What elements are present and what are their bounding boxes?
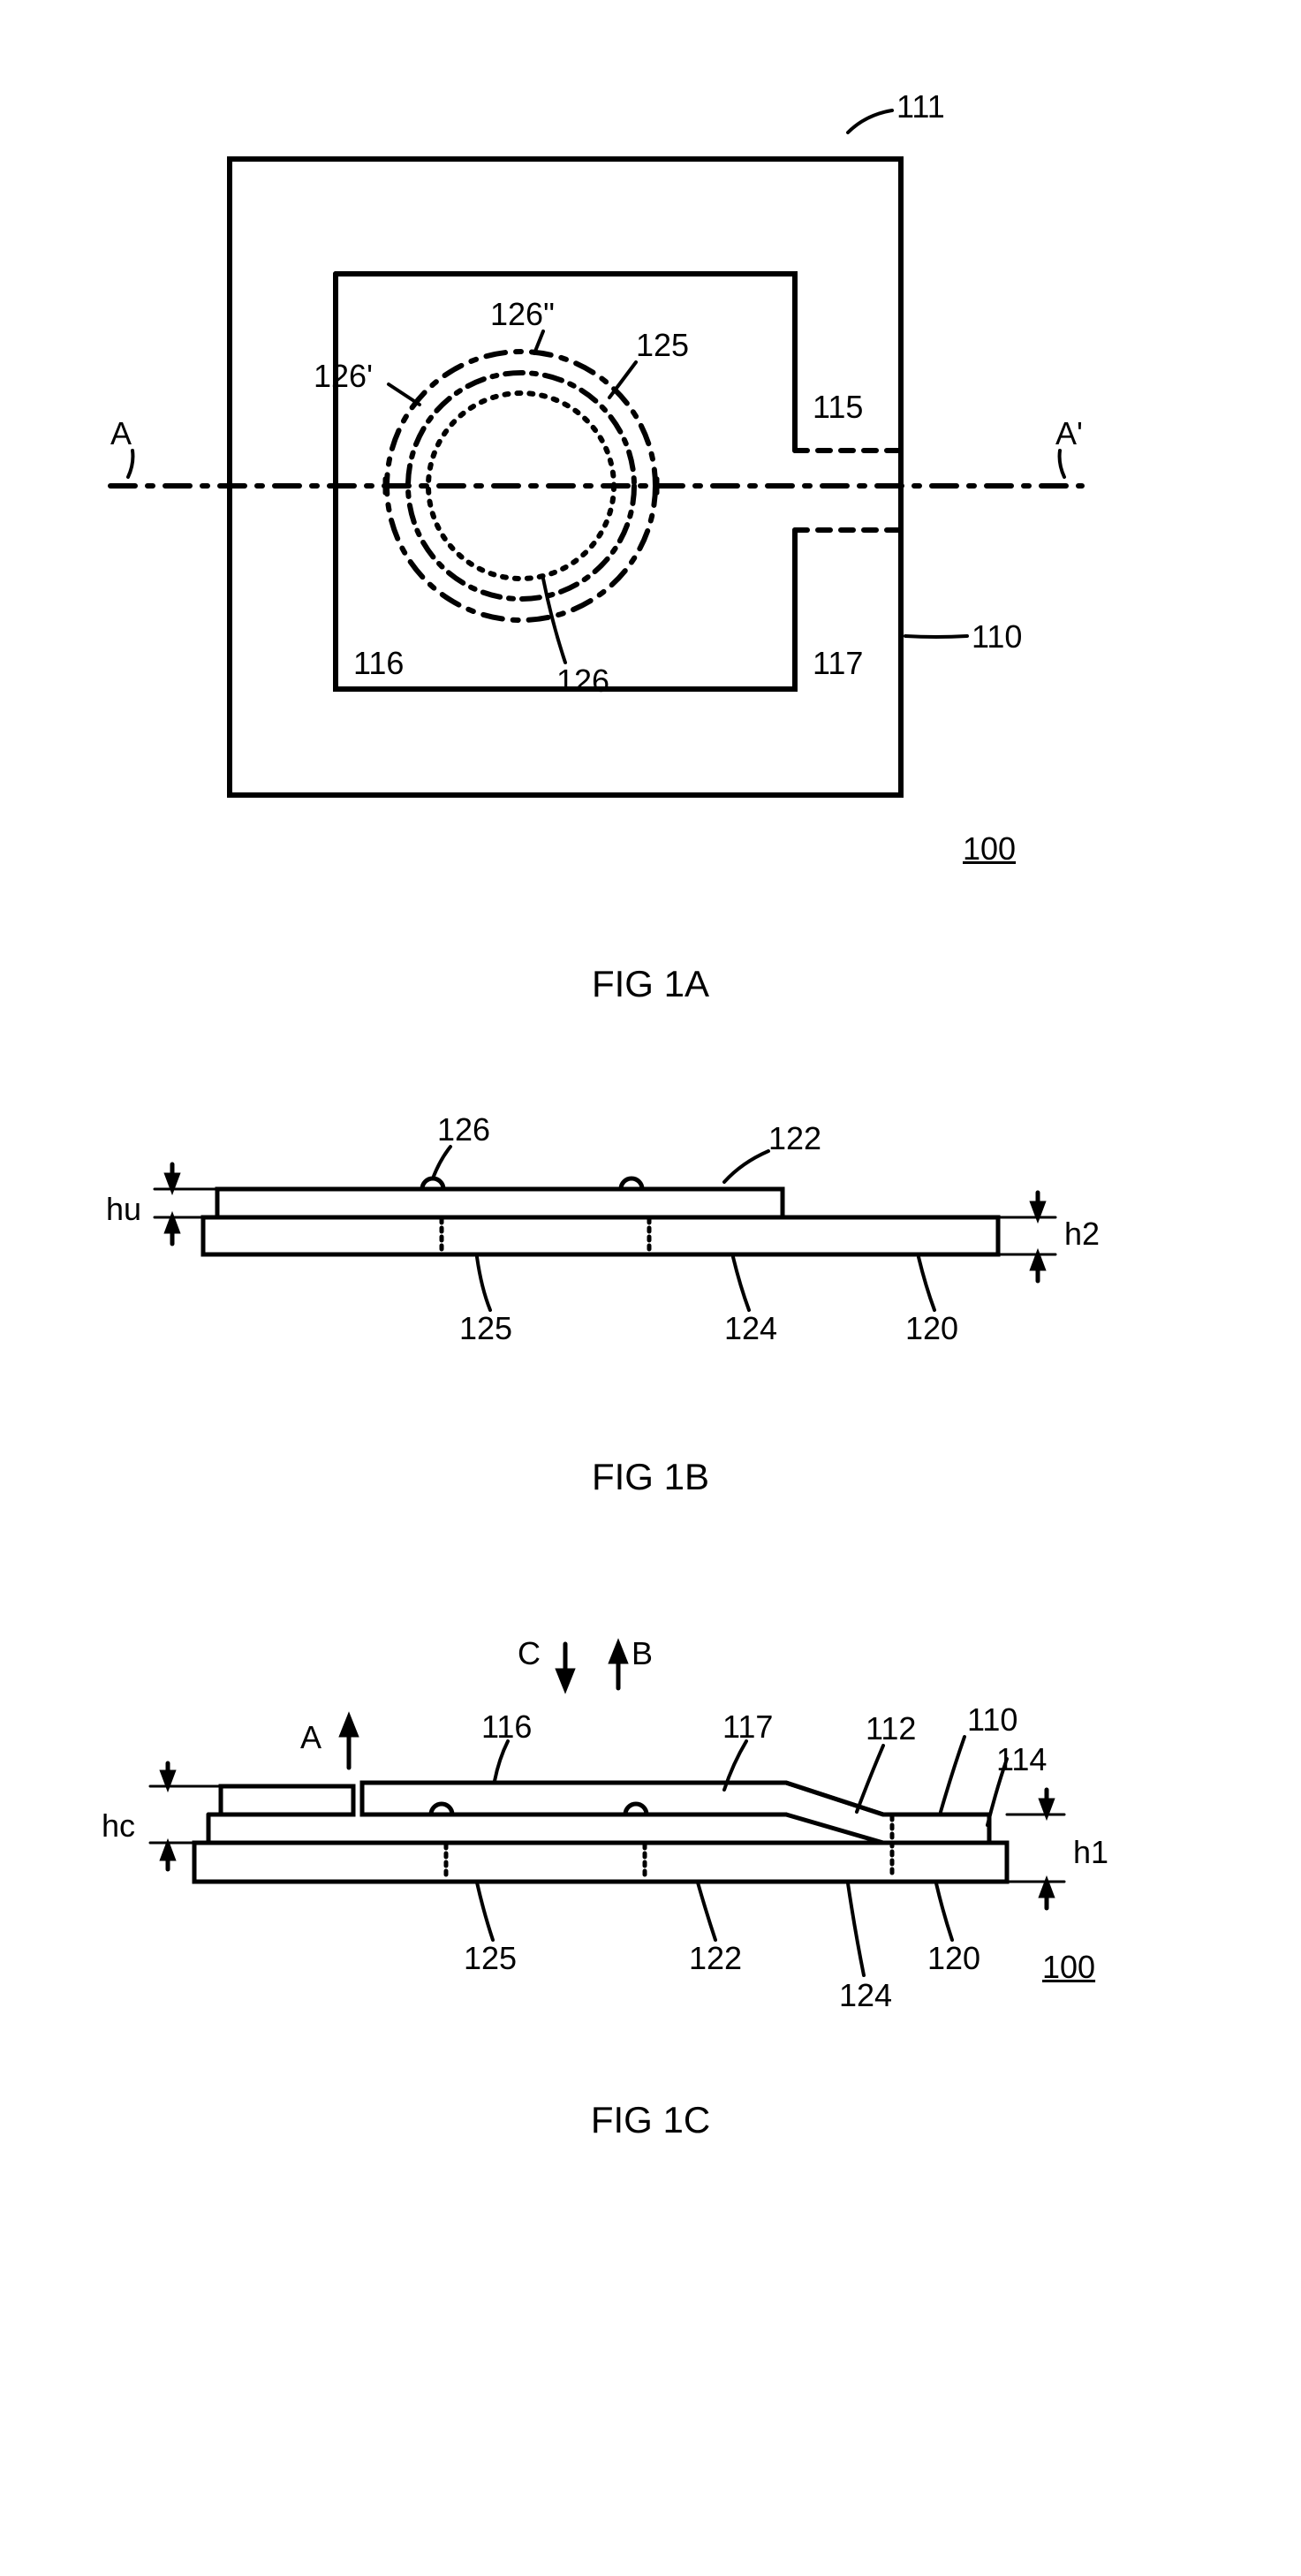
label-hc: hc [102,1807,135,1845]
inner-frame-top [336,274,795,451]
label-110c: 110 [967,1701,1017,1739]
leader-111 [848,110,892,133]
fig-1c: hc h1 A C B 116 117 112 110 114 125 122 … [0,1613,1301,2072]
leader-126p [389,384,420,405]
label-125c: 125 [464,1940,517,1977]
label-124: 124 [724,1310,777,1347]
label-112c: 112 [866,1710,916,1747]
fig-1a-svg [0,35,1301,936]
label-hu: hu [106,1191,141,1228]
label-120: 120 [905,1310,958,1347]
label-126: 126 [556,663,609,700]
label-122: 122 [768,1120,821,1157]
base-slab-c [194,1843,1007,1882]
base-slab [203,1217,998,1254]
fig-1b-svg [0,1111,1301,1429]
label-126p: 126' [314,358,373,395]
label-116: 116 [353,645,404,682]
label-100c: 100 [1042,1949,1095,1986]
label-117c: 117 [722,1708,773,1746]
label-126pp: 126" [490,296,555,333]
label-h2: h2 [1064,1216,1100,1253]
fig1b-caption: FIG 1B [0,1456,1301,1498]
inner-frame-bottom [336,274,795,689]
label-125: 125 [636,327,689,364]
label-124c: 124 [839,1977,892,2014]
label-120c: 120 [927,1940,980,1977]
label-100: 100 [963,830,1016,868]
label-117: 117 [813,645,863,682]
fig1a-caption: FIG 1A [0,963,1301,1005]
label-Ac: A [300,1719,321,1756]
label-116c: 116 [481,1708,532,1746]
label-125: 125 [459,1310,512,1347]
label-Bc: B [632,1635,653,1672]
label-115: 115 [813,389,863,426]
fig-1a: A A' 111 110 115 117 116 125 126 126' 12… [0,35,1301,936]
label-126: 126 [437,1111,490,1148]
label-122c: 122 [689,1940,742,1977]
label-Cc: C [518,1635,541,1672]
outer-frame [230,159,901,795]
label-114c: 114 [996,1741,1047,1778]
fig-1b: hu h2 126 122 125 124 120 [0,1111,1301,1429]
label-h1: h1 [1073,1834,1108,1871]
top-slab [217,1189,783,1217]
leader-126pp [534,331,543,353]
label-110: 110 [972,618,1022,655]
label-Ap: A' [1055,415,1083,452]
label-111: 111 [896,88,945,125]
page: A A' 111 110 115 117 116 125 126 126' 12… [0,0,1301,2212]
fig1c-caption: FIG 1C [0,2099,1301,2141]
leader-125 [609,362,636,398]
label-A: A [110,415,132,452]
leader-110 [905,636,967,637]
